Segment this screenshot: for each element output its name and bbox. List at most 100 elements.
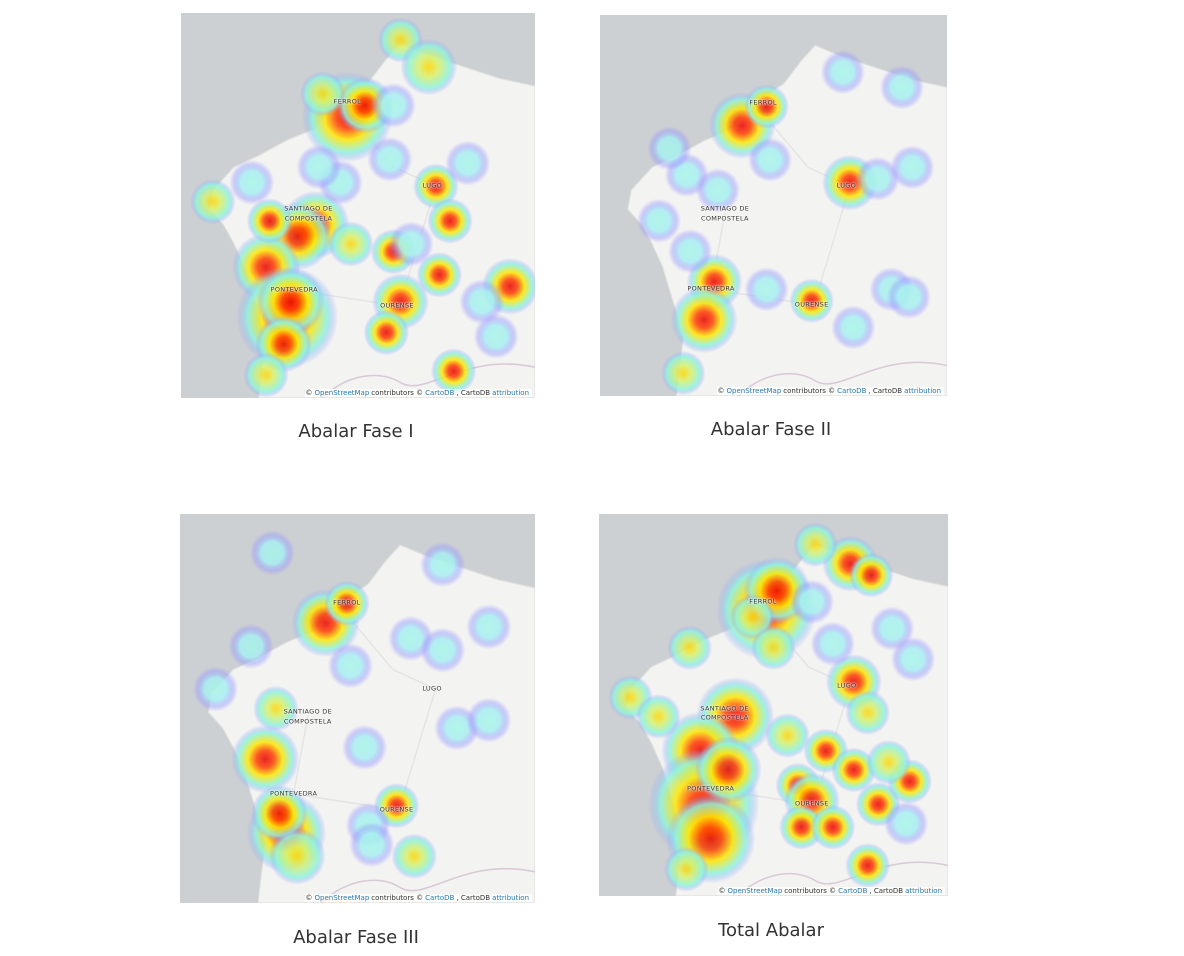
attribution: © OpenStreetMap contributors © CartoDB, Car…	[304, 894, 532, 902]
city-label: OURENSE	[380, 301, 414, 310]
city-label: SANTIAGO DE	[283, 707, 333, 716]
heat-spot	[419, 541, 466, 588]
map-canvas	[608, 522, 948, 896]
city-label: LUGO	[836, 181, 857, 190]
city-label: COMPOSTELA	[283, 717, 332, 726]
city-label: PONTEVEDRA	[687, 284, 735, 293]
heat-spot	[883, 801, 929, 846]
heat-spot	[324, 580, 370, 627]
heat-spot	[400, 38, 458, 96]
heat-spot	[667, 625, 713, 671]
heat-spot	[635, 694, 681, 739]
heat-spot	[744, 267, 789, 312]
map: FERROL LUGO SANTIAGO DE COMPOSTELA PONTEVEDR…	[180, 514, 535, 903]
attribution-part: , CartoDB	[869, 887, 904, 895]
city-label: FERROL	[749, 597, 777, 606]
heat-spot	[246, 198, 293, 244]
city-label: OURENSE	[379, 805, 414, 814]
heat-spot	[251, 785, 308, 842]
heat-spot	[419, 627, 466, 673]
heat-spot	[253, 685, 299, 732]
heat-spot	[466, 697, 512, 743]
attribution-part: ©	[718, 887, 726, 895]
heat-spot	[886, 274, 932, 320]
border-line	[738, 361, 947, 396]
attribution-part: CartoDB	[837, 387, 867, 395]
attribution-part: attribution	[492, 389, 529, 397]
map-canvas	[192, 530, 535, 903]
attribution-part: attribution	[492, 894, 529, 902]
attribution-part: contributors ©	[371, 389, 424, 397]
heat-spot	[190, 178, 236, 225]
heat-spot	[879, 65, 925, 110]
attribution-part: contributors ©	[783, 387, 836, 395]
heat-spot	[845, 843, 891, 888]
heat-spot	[430, 348, 477, 394]
heat-spot	[328, 221, 374, 267]
city-label: PONTEVEDRA	[270, 285, 318, 294]
attribution-part: CartoDB	[425, 389, 455, 397]
city-label: LUGO	[837, 681, 857, 690]
heat-spot	[391, 833, 438, 880]
map: FERROL LUGO SANTIAGO DE COMPOSTELA PONTEVEDR…	[600, 15, 947, 396]
heat-spot	[363, 309, 409, 356]
city-label: COMPOSTELA	[700, 713, 749, 722]
heat-spot	[670, 286, 738, 354]
heat-spot	[779, 804, 824, 850]
heat-spot	[243, 352, 289, 398]
attribution-part: OpenStreetMap	[727, 887, 783, 895]
heat-spot	[228, 623, 274, 669]
attribution-part: ©	[305, 389, 313, 397]
city-label: LUGO	[422, 684, 442, 693]
attribution-part: , CartoDB	[456, 894, 491, 902]
city-label: SANTIAGO DE	[700, 704, 749, 713]
heat-spot	[388, 221, 434, 267]
border-line	[738, 861, 948, 896]
heat-spot	[695, 168, 741, 213]
city-label: FERROL	[749, 98, 777, 107]
attribution: © OpenStreetMap contributors © CartoDB, Car…	[304, 389, 532, 397]
attribution-part: contributors ©	[784, 887, 837, 895]
heat-spot	[268, 827, 326, 885]
heat-spot	[348, 821, 395, 868]
heat-spot	[848, 552, 894, 598]
attribution-part: CartoDB	[838, 887, 868, 895]
heat-spot	[855, 156, 900, 202]
attribution-part: ©	[305, 894, 313, 902]
caption: Abalar Fase III	[293, 927, 419, 948]
heat-spot	[820, 49, 866, 95]
heat-spot	[744, 84, 789, 129]
heat-spot	[694, 736, 762, 804]
attribution-part: contributors ©	[371, 894, 424, 902]
heat-spot	[866, 739, 912, 785]
map: FERROL LUGO SANTIAGO DE COMPOSTELA PONTEVEDR…	[181, 13, 535, 398]
caption: Total Abalar	[718, 920, 824, 941]
attribution-part: , CartoDB	[868, 387, 903, 395]
heat-spot	[636, 198, 682, 243]
caption: Abalar Fase II	[710, 419, 832, 440]
city-label: OURENSE	[794, 300, 829, 309]
heat-spot	[831, 747, 877, 793]
map: FERROL LUGO SANTIAGO DE COMPOSTELA PONTEVEDR…	[599, 514, 948, 896]
attribution: © OpenStreetMap contributors © CartoDB, Car…	[716, 387, 944, 395]
heat-spot	[831, 305, 876, 350]
heat-spot	[341, 724, 388, 771]
heat-spot	[231, 724, 300, 794]
heat-spot	[192, 666, 239, 712]
city-label: SANTIAGO DE	[284, 204, 333, 213]
heat-spot	[789, 579, 835, 625]
heat-spot	[296, 144, 342, 190]
heat-spot	[845, 690, 891, 735]
heat-spot	[327, 642, 374, 689]
city-label: SANTIAGO DE	[700, 204, 750, 213]
heat-spot	[370, 82, 417, 129]
city-label: LUGO	[422, 181, 443, 190]
attribution-part: attribution	[905, 887, 942, 895]
heat-spot	[747, 137, 793, 182]
city-label: PONTEVEDRA	[687, 784, 735, 793]
city-label: COMPOSTELA	[284, 214, 333, 223]
heat-spot	[466, 604, 512, 650]
heat-spot	[416, 252, 463, 298]
heat-spot	[890, 636, 936, 682]
